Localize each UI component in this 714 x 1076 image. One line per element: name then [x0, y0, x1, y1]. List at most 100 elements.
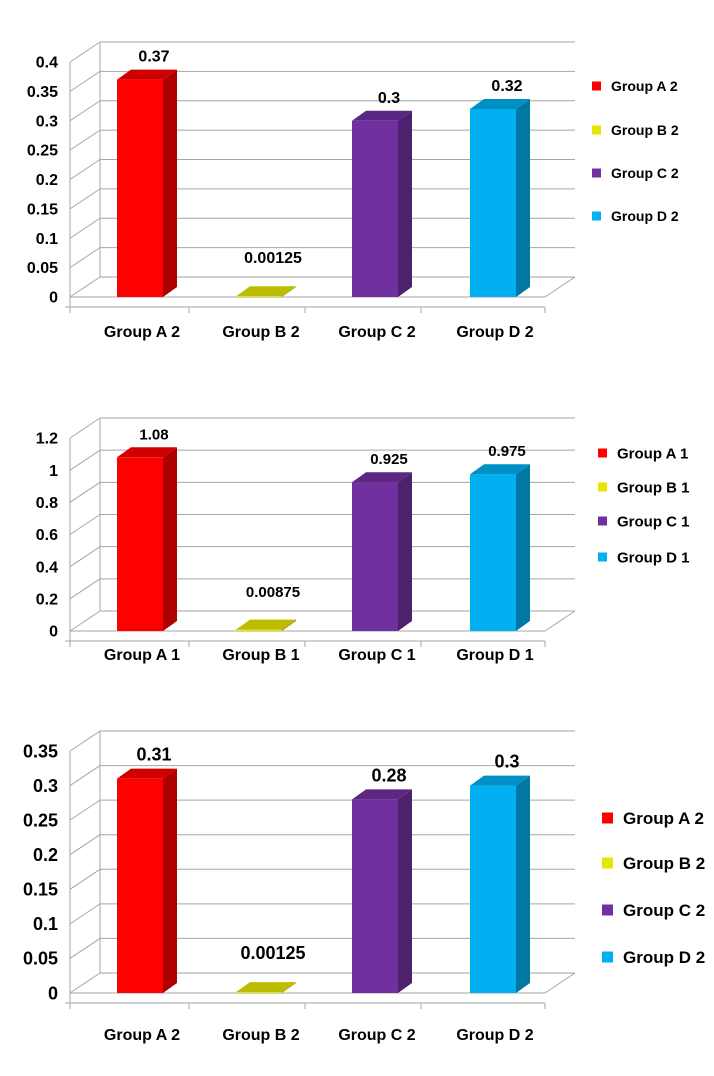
- bar-side: [163, 447, 177, 631]
- y-tick-label: 0.25: [23, 810, 58, 830]
- y-tick-label: 1.2: [36, 431, 58, 448]
- bar-top: [470, 99, 530, 109]
- bar-side: [516, 99, 530, 297]
- bar-top: [236, 286, 296, 297]
- data-label: 0.3: [378, 90, 400, 107]
- bar-top: [117, 768, 177, 779]
- gridline-diagonal: [69, 903, 101, 925]
- gridline-diagonal: [69, 41, 101, 63]
- data-label: 0.31: [136, 745, 171, 765]
- bar-1: [117, 447, 177, 631]
- gridline-diagonal: [69, 100, 101, 122]
- bar-side: [398, 789, 412, 993]
- y-tick-label: 0: [49, 624, 58, 641]
- data-label: 0.32: [491, 78, 522, 95]
- legend-swatch: [602, 857, 613, 869]
- bar-front: [352, 482, 398, 631]
- y-tick-label: 0.1: [36, 231, 58, 248]
- x-tick-label: Group A 2: [104, 1027, 180, 1044]
- bar-top: [470, 775, 530, 786]
- y-tick-label: 0.2: [36, 591, 58, 608]
- bar-3: [352, 110, 412, 297]
- bar-3: [352, 789, 412, 993]
- bar-4: [470, 99, 530, 297]
- legend-label: Group A 2: [623, 809, 704, 828]
- bar-front: [470, 785, 516, 993]
- gridline-diagonal: [69, 417, 101, 439]
- legend-swatch: [592, 81, 601, 91]
- x-tick-label: Group D 2: [456, 1027, 533, 1044]
- bar-2: [236, 619, 296, 631]
- y-tick-label: 0.4: [36, 559, 58, 576]
- bar-side: [398, 472, 412, 631]
- gridline-diagonal: [69, 546, 101, 568]
- gridline-diagonal: [69, 159, 101, 180]
- y-tick-label: 0.25: [27, 143, 58, 160]
- gridline-diagonal: [69, 765, 101, 786]
- y-tick-label: 0.2: [36, 172, 58, 189]
- data-label: 0.28: [371, 765, 406, 785]
- bar-top: [352, 110, 412, 121]
- gridline-diagonal: [69, 834, 101, 856]
- floor-right-edge: [544, 276, 576, 298]
- bar-2: [236, 286, 296, 297]
- y-tick-label: 0.2: [33, 845, 58, 865]
- data-label: 0.3: [494, 752, 519, 772]
- y-tick-label: 0.15: [23, 880, 58, 900]
- bar-front: [236, 992, 282, 993]
- y-tick-label: 0.4: [36, 55, 58, 72]
- x-tick-label: Group C 2: [338, 1027, 415, 1044]
- legend-swatch: [592, 125, 601, 135]
- bar-1: [117, 69, 177, 297]
- legend-label: Group C 2: [623, 901, 705, 920]
- data-label: 0.00125: [244, 250, 302, 267]
- x-tick-label: Group B 2: [222, 324, 299, 341]
- data-label: 0.00875: [246, 584, 300, 601]
- bar-side: [282, 982, 296, 993]
- floor-right-edge: [544, 972, 576, 994]
- legend-swatch: [592, 211, 601, 221]
- y-tick-label: 0.15: [27, 201, 58, 218]
- legend-swatch: [598, 552, 607, 562]
- y-tick-label: 0.1: [33, 914, 58, 934]
- y-tick-label: 0.6: [36, 527, 58, 544]
- gridline-diagonal: [69, 730, 101, 752]
- x-tick-label: Group D 1: [456, 647, 533, 664]
- data-label: 1.08: [139, 426, 168, 443]
- data-label: 0.00125: [240, 943, 305, 963]
- bar-top: [236, 619, 296, 630]
- bar-side: [516, 775, 530, 993]
- bar-top: [352, 472, 412, 483]
- x-tick-label: Group A 1: [104, 647, 180, 664]
- gridline-diagonal: [69, 129, 101, 151]
- data-label: 0.925: [370, 451, 408, 468]
- floor-right-edge: [544, 610, 576, 632]
- bar-4: [470, 464, 530, 631]
- legend-swatch: [602, 904, 613, 916]
- y-tick-label: 0.05: [23, 949, 58, 969]
- gridline-diagonal: [69, 247, 101, 269]
- legend-label: Group C 2: [611, 165, 679, 181]
- y-tick-label: 0.35: [27, 84, 58, 101]
- data-label: 0.37: [138, 49, 169, 66]
- legend-swatch: [598, 448, 607, 458]
- bar-side: [282, 286, 296, 297]
- x-tick-label: Group C 2: [338, 324, 415, 341]
- gridline-diagonal: [69, 449, 101, 471]
- gridline-diagonal: [69, 70, 101, 92]
- bar-front: [236, 296, 282, 297]
- x-tick-label: Group C 1: [338, 647, 415, 664]
- bar-front: [117, 778, 163, 993]
- legend-label: Group A 1: [617, 445, 688, 462]
- legend-label: Group B 2: [623, 854, 705, 873]
- legend-label: Group B 2: [611, 122, 679, 138]
- bar-top: [236, 982, 296, 993]
- y-tick-label: 0: [48, 983, 58, 1003]
- bar-top: [117, 69, 177, 80]
- chart-bottom: 0 0.05 0.1 0.15 0.2 0.25 0.3 0.35 0.31 Group A 2 0…: [23, 730, 705, 1044]
- gridline-diagonal: [69, 481, 101, 503]
- legend-swatch: [598, 516, 607, 526]
- gridline-diagonal: [69, 610, 101, 632]
- bar-4: [470, 775, 530, 993]
